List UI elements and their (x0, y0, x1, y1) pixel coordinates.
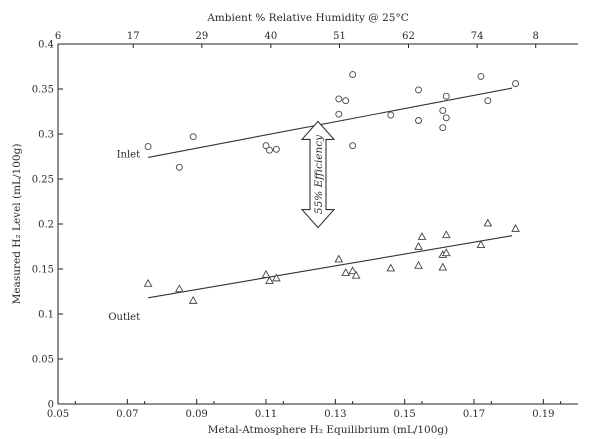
data-point-outlet (334, 254, 344, 263)
data-point-outlet (441, 230, 451, 239)
data-point-outlet (483, 218, 493, 227)
x-tick-label: 0.05 (47, 409, 69, 420)
top-x-tick-label: 74 (471, 31, 484, 42)
data-point-outlet (272, 273, 281, 282)
top-x-tick-label: 6 (55, 31, 61, 42)
series-label-outlet: Outlet (108, 312, 140, 323)
data-point-outlet (261, 269, 271, 278)
data-point-outlet (265, 276, 274, 285)
data-point-outlet (441, 248, 451, 257)
data-point-inlet (387, 111, 395, 119)
data-point-inlet (442, 114, 450, 122)
trend-line-outlet (148, 235, 513, 299)
data-point-inlet (439, 124, 447, 132)
x-axis-title: Metal-Atmosphere H₂ Equilibrium (mL/100g… (208, 424, 448, 436)
y-axis-title: Measured H₂ Level (mL/100g) (11, 144, 23, 305)
top-x-axis-title: Ambient % Relative Humidity @ 25°C (206, 12, 409, 24)
y-tick-label: 0.3 (38, 130, 54, 141)
x-tick-label: 0.15 (394, 409, 416, 420)
efficiency-arrow (300, 120, 336, 229)
data-point-inlet (262, 142, 270, 150)
data-point-inlet (335, 95, 343, 103)
series-label-inlet: Inlet (117, 149, 141, 160)
data-point-outlet (143, 278, 153, 287)
y-tick-label: 0.25 (32, 175, 54, 186)
data-point-outlet (351, 270, 361, 279)
data-point-inlet (272, 145, 280, 153)
series-outlet (143, 218, 520, 304)
data-point-outlet (188, 295, 198, 304)
data-point-inlet (266, 146, 273, 154)
data-point-outlet (341, 268, 351, 276)
trend-line-inlet (148, 87, 513, 158)
series-inlet (144, 71, 520, 171)
y-tick-label: 0.2 (38, 220, 54, 231)
efficiency-label: 55% Efficiency (313, 134, 325, 214)
data-point-outlet (417, 232, 427, 240)
data-point-inlet (189, 133, 197, 141)
x-tick-label: 0.07 (116, 409, 138, 420)
x-tick-label: 0.11 (255, 409, 277, 420)
x-tick-label: 0.17 (463, 409, 485, 420)
y-tick-label: 0.15 (32, 265, 54, 276)
top-x-tick-label: 40 (264, 31, 277, 42)
x-tick-label: 0.09 (186, 409, 208, 420)
y-tick-label: 0.05 (32, 355, 54, 366)
data-point-inlet (349, 71, 357, 79)
data-point-outlet (386, 263, 396, 272)
data-point-outlet (438, 262, 448, 271)
data-point-outlet (511, 223, 520, 232)
data-point-inlet (144, 143, 152, 151)
data-point-outlet (174, 284, 184, 293)
y-tick-label: 0.35 (32, 85, 54, 96)
data-point-outlet (348, 266, 358, 275)
data-point-inlet (342, 97, 350, 105)
x-tick-label: 0.13 (324, 409, 346, 420)
x-tick-label: 0.19 (532, 409, 554, 420)
chart-labels: 0.05 0.07 0.09 0.11 0.13 0.15 0.17 0.1900.050.1… (11, 12, 554, 436)
data-point-inlet (439, 107, 447, 115)
top-x-tick-label: 62 (402, 31, 415, 42)
data-point-inlet (349, 142, 357, 150)
y-tick-label: 0.4 (38, 40, 54, 51)
data-point-outlet (414, 241, 423, 250)
data-point-inlet (484, 97, 492, 105)
data-point-inlet (415, 117, 422, 124)
data-point-inlet (415, 86, 422, 94)
data-point-inlet (442, 92, 450, 100)
data-point-inlet (175, 163, 183, 171)
data-marks (143, 71, 520, 304)
y-tick-label: 0 (48, 400, 54, 411)
top-x-tick-label: 8 (533, 31, 539, 42)
top-x-tick-label: 51 (333, 31, 346, 42)
top-x-tick-label: 29 (195, 31, 208, 42)
data-point-outlet (476, 240, 486, 249)
data-point-inlet (335, 110, 343, 118)
data-point-inlet (512, 80, 520, 88)
data-point-outlet (414, 260, 423, 269)
y-tick-label: 0.1 (38, 310, 54, 321)
data-point-inlet (477, 72, 485, 80)
top-x-tick-label: 17 (127, 31, 140, 42)
axes (57, 43, 578, 405)
